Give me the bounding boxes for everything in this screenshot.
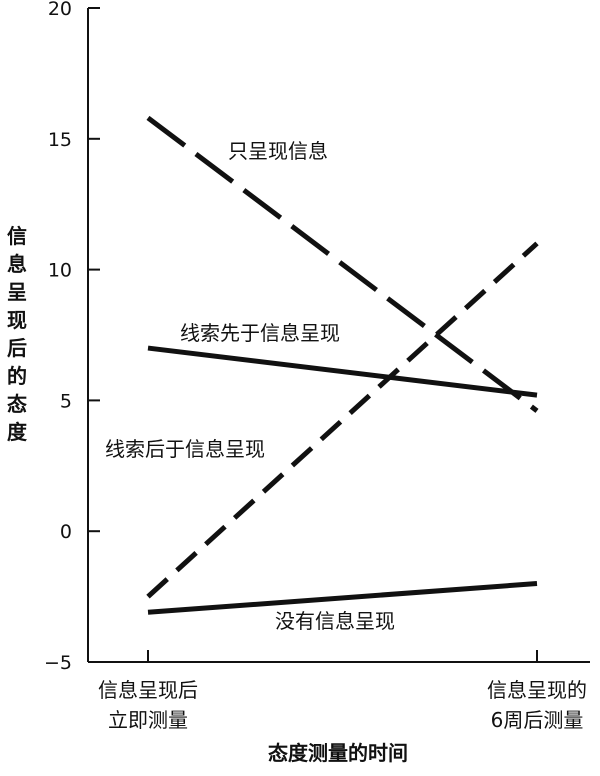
- y-tick-label: 20: [48, 0, 72, 20]
- x-tick-label: 信息呈现后立即测量: [98, 678, 198, 732]
- series-label-0: 只呈现信息: [228, 139, 328, 163]
- series-label-3: 没有信息呈现: [275, 609, 395, 633]
- y-tick-label: 0: [60, 521, 72, 543]
- series-line-0: [146, 115, 539, 413]
- x-axis-title: 态度测量的时间: [268, 741, 408, 765]
- x-tick-label: 信息呈现的 6周后测量: [487, 678, 587, 732]
- series-label-2: 线索后于信息呈现: [105, 437, 265, 461]
- series-line-3: [147, 581, 538, 615]
- series-line-2: [146, 241, 539, 599]
- series-line-1: [147, 345, 538, 398]
- y-tick-label: 10: [48, 260, 72, 282]
- y-axis-title: 信息呈现后的态度: [7, 224, 28, 444]
- y-tick-label: −5: [44, 652, 72, 674]
- y-tick-label: 15: [48, 129, 72, 151]
- axes: −5 0 5 10 15 20 信息呈现后立即测量 信息呈现的 6周后测量: [44, 0, 590, 732]
- series-label-1: 线索先于信息呈现: [180, 321, 340, 345]
- axis-labels: 态度测量的时间 信息呈现后的态度: [7, 224, 408, 765]
- series-lines: [146, 115, 539, 615]
- y-tick-label: 5: [60, 390, 72, 412]
